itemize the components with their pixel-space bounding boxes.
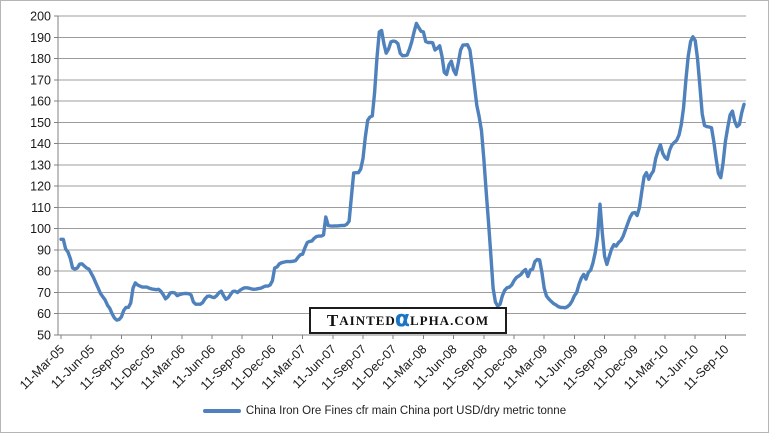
price-line-series <box>59 21 746 322</box>
y-tick-label: 140 <box>30 137 51 151</box>
y-tick-label: 60 <box>37 307 51 321</box>
watermark-text: LPHA.COM <box>409 313 490 328</box>
legend-label: China Iron Ore Fines cfr main China port… <box>245 405 567 417</box>
y-tick-label: 70 <box>37 286 51 300</box>
y-tick-label: 160 <box>30 95 51 109</box>
y-tick-label: 110 <box>31 201 51 215</box>
y-tick-label: 150 <box>30 116 51 130</box>
x-axis-ticks <box>60 335 726 339</box>
y-tick-label: 80 <box>37 265 51 279</box>
x-axis-labels: 11-Mar-0511-Jun-0511-Sep-0511-Dec-0511-M… <box>17 342 731 393</box>
alpha-glyph-icon: α <box>394 306 411 332</box>
watermark-text: AINTED <box>339 313 396 328</box>
y-tick-label: 200 <box>30 10 51 24</box>
y-tick-label: 120 <box>30 180 51 194</box>
watermark-taintedalpha: T AINTED α LPHA.COM <box>309 307 507 334</box>
y-tick-label: 130 <box>30 158 51 172</box>
y-tick-label: 50 <box>37 329 51 343</box>
y-tick-label: 190 <box>30 31 51 45</box>
y-tick-label: 100 <box>30 222 51 236</box>
legend-line-marker <box>202 409 241 413</box>
y-axis-labels: 50 60 70 80 90 100 110 120 130 140 150 160 170 180 190… <box>30 10 51 343</box>
gridlines <box>54 15 746 336</box>
y-tick-label: 90 <box>37 243 51 257</box>
watermark-text: T <box>326 311 340 330</box>
y-tick-label: 170 <box>30 73 51 87</box>
legend: China Iron Ore Fines cfr main China port… <box>1 400 768 422</box>
y-tick-label: 180 <box>30 52 51 66</box>
